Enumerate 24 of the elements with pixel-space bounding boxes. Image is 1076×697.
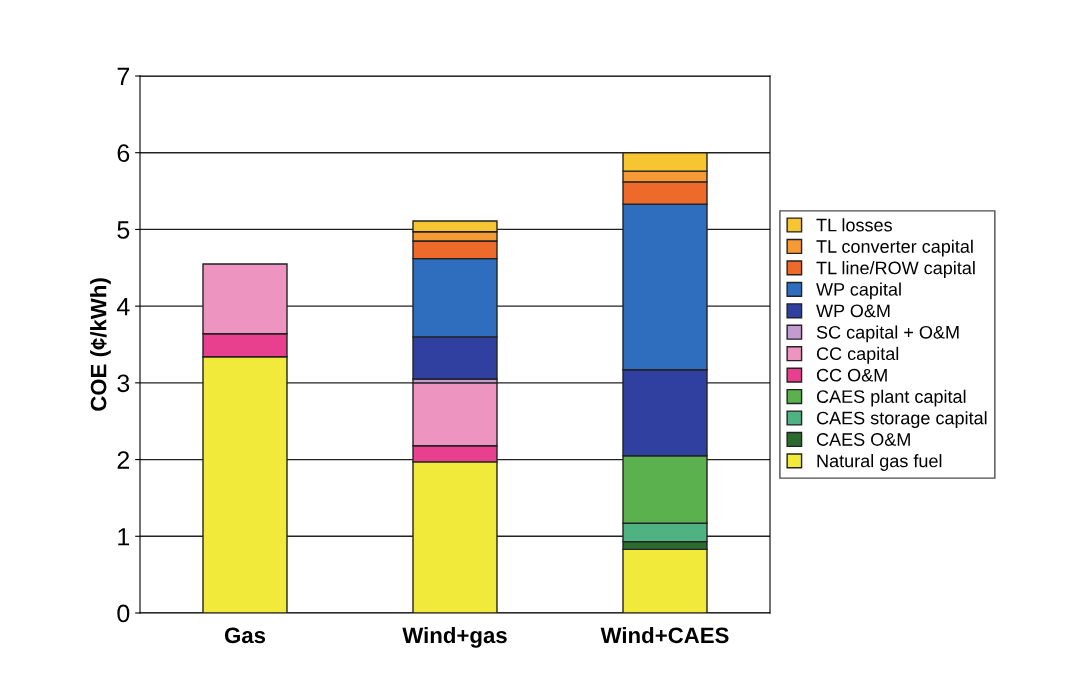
- legend-label: CAES plant capital: [816, 389, 966, 407]
- legend-label: WP O&M: [816, 304, 890, 318]
- legend-label: CAES storage capital: [816, 411, 987, 429]
- y-tick-label: 2: [117, 451, 130, 469]
- legend-label: CAES O&M: [816, 433, 910, 446]
- y-tick-label: 0: [117, 604, 130, 623]
- legend-label: SC capital + O&M: [816, 325, 959, 343]
- y-tick-label: 5: [117, 221, 130, 239]
- y-tick-label: 3: [117, 374, 130, 393]
- legend-label: TL converter capital: [816, 239, 973, 257]
- legend-label: TL losses: [816, 218, 892, 232]
- legend-label: WP capital: [816, 282, 901, 300]
- x-tick-label: Wind+gas: [402, 626, 507, 648]
- x-tick-label: Gas: [224, 627, 266, 644]
- legend-label: CC O&M: [816, 368, 887, 382]
- y-axis-title: COE (¢/kWh): [90, 278, 111, 411]
- legend-label: CC capital: [816, 346, 899, 364]
- y-tick-label: 4: [116, 298, 130, 316]
- y-tick-label: 1: [118, 528, 130, 546]
- legend-label: Natural gas fuel: [817, 454, 942, 471]
- x-tick-label: Wind+CAES: [600, 626, 729, 644]
- y-tick-label: 7: [117, 67, 130, 86]
- y-tick-label: 6: [117, 144, 130, 163]
- legend-label: TL line/ROW capital: [816, 261, 975, 278]
